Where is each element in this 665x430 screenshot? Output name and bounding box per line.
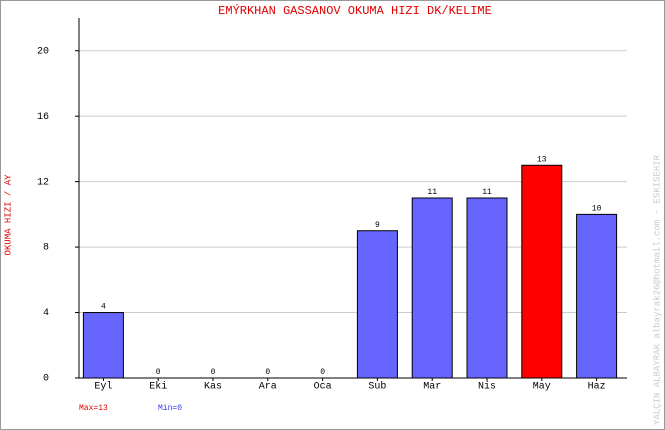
side-note: YALÇIN ALBAYRAK albayrak26@hotmail.com -… xyxy=(652,154,662,425)
chart-title: EMÝRKHAN GASSANOV OKUMA HIZI DK/KELIME xyxy=(218,3,492,18)
x-tick-label: May xyxy=(533,382,551,393)
value-label: 4 xyxy=(101,303,106,312)
bar xyxy=(356,230,398,379)
y-axis-label: OKUMA HIZI / AY xyxy=(3,174,13,256)
x-tick-label: Eki xyxy=(149,381,167,393)
y-tick-label: 16 xyxy=(37,112,49,123)
max-label: Max=13 xyxy=(79,404,108,413)
bar xyxy=(576,213,618,379)
value-label: 11 xyxy=(427,188,437,197)
x-tick-label: Nis xyxy=(478,381,496,393)
value-label: 9 xyxy=(375,221,380,230)
y-tick-label: 0 xyxy=(43,374,49,385)
y-tick-label: 4 xyxy=(43,308,49,319)
value-label: 10 xyxy=(592,204,602,213)
y-tick-label: 20 xyxy=(37,46,49,57)
x-tick-label: Sub xyxy=(368,381,386,393)
min-label: Min=0 xyxy=(158,404,182,413)
bar xyxy=(411,197,453,379)
bar xyxy=(521,164,563,379)
x-tick-label: Mar xyxy=(423,382,441,393)
y-tick-label: 8 xyxy=(43,243,49,254)
y-tick-label: 12 xyxy=(37,177,49,188)
x-tick-label: Kas xyxy=(204,382,222,393)
x-tick-label: Oca xyxy=(314,382,332,393)
x-tick-label: Ara xyxy=(259,382,277,393)
x-tick-label: Eyl xyxy=(94,381,112,393)
value-label: 0 xyxy=(320,368,325,377)
value-label: 0 xyxy=(156,368,161,377)
value-label: 0 xyxy=(211,368,216,377)
value-label: 0 xyxy=(265,368,270,377)
x-tick-label: Haz xyxy=(588,382,606,393)
bar xyxy=(82,312,124,379)
value-label: 11 xyxy=(482,188,492,197)
value-label: 13 xyxy=(537,155,547,164)
bar xyxy=(466,197,508,379)
